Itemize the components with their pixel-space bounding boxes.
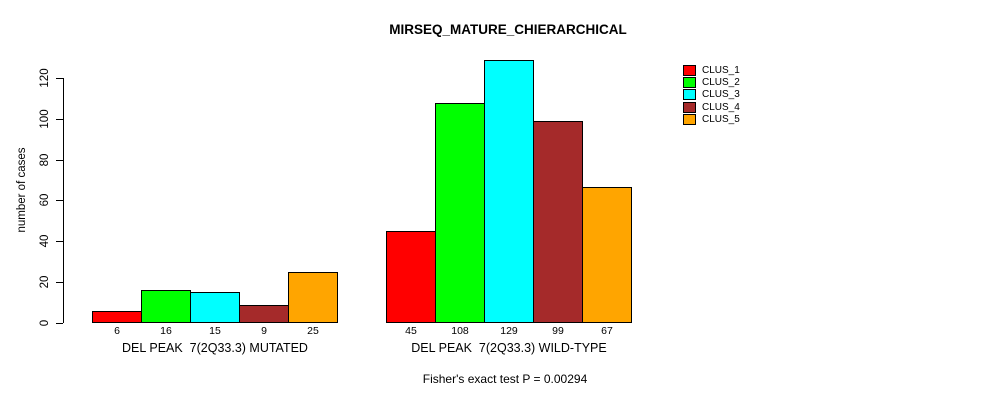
- bar-clus_3-mutated: [190, 292, 240, 323]
- legend-swatch-clus_5: [683, 113, 696, 125]
- y-tick-label: 20: [39, 275, 51, 289]
- bar-clus_4-wild-type: [533, 121, 583, 323]
- y-tick: [56, 119, 63, 120]
- legend-label: CLUS_4: [702, 101, 740, 113]
- legend-label: CLUS_3: [702, 89, 740, 101]
- bar-value-label: 108: [451, 325, 469, 337]
- y-tick: [56, 200, 63, 201]
- legend-swatch-clus_3: [683, 89, 696, 101]
- bar-value-label: 99: [552, 325, 564, 337]
- y-axis-line: [63, 78, 64, 323]
- bar-value-label: 15: [209, 325, 221, 337]
- y-tick-label: 120: [39, 68, 51, 88]
- y-tick: [56, 241, 63, 242]
- bar-value-label: 129: [500, 325, 518, 337]
- y-tick: [56, 160, 63, 161]
- y-axis-title: number of cases: [16, 147, 28, 233]
- bar-clus_4-mutated: [239, 305, 289, 323]
- legend-label: CLUS_2: [702, 76, 740, 88]
- bar-clus_2-wild-type: [435, 103, 485, 323]
- y-tick-label: 40: [39, 234, 51, 248]
- legend-swatch-clus_2: [683, 76, 696, 88]
- bar-value-label: 16: [160, 325, 172, 337]
- chart-title: MIRSEQ_MATURE_CHIERARCHICAL: [389, 22, 627, 37]
- bar-clus_1-mutated: [92, 311, 142, 323]
- y-tick: [56, 78, 63, 79]
- legend: CLUS_1 CLUS_2 CLUS_3 CLUS_4 CLUS_5: [683, 64, 740, 125]
- legend-item-clus_2: CLUS_2: [683, 76, 740, 88]
- y-tick: [56, 323, 63, 324]
- legend-item-clus_4: CLUS_4: [683, 101, 740, 113]
- bar-value-label: 67: [601, 325, 613, 337]
- x-category-label: DEL PEAK 7(2Q33.3) MUTATED: [122, 341, 308, 355]
- legend-swatch-clus_4: [683, 101, 696, 113]
- y-tick-label: 100: [39, 109, 51, 129]
- bar-value-label: 6: [114, 325, 120, 337]
- bar-value-label: 25: [307, 325, 319, 337]
- bar-clus_2-mutated: [141, 290, 191, 323]
- legend-label: CLUS_5: [702, 113, 740, 125]
- bar-clus_3-wild-type: [484, 60, 534, 323]
- legend-swatch-clus_1: [683, 64, 696, 76]
- fisher-test-annotation: Fisher's exact test P = 0.00294: [422, 372, 588, 386]
- legend-item-clus_1: CLUS_1: [683, 64, 740, 76]
- legend-label: CLUS_1: [702, 64, 740, 76]
- legend-item-clus_5: CLUS_5: [683, 113, 740, 125]
- x-category-label: DEL PEAK 7(2Q33.3) WILD-TYPE: [411, 341, 607, 355]
- y-tick-label: 80: [39, 153, 51, 167]
- bar-value-label: 9: [261, 325, 267, 337]
- bar-value-label: 45: [405, 325, 417, 337]
- y-tick: [56, 282, 63, 283]
- bar-clus_5-mutated: [288, 272, 338, 323]
- bar-clus_1-wild-type: [386, 231, 436, 323]
- bar-clus_5-wild-type: [582, 187, 632, 323]
- legend-item-clus_3: CLUS_3: [683, 89, 740, 101]
- y-tick-label: 0: [39, 319, 51, 327]
- y-tick-label: 60: [39, 193, 51, 207]
